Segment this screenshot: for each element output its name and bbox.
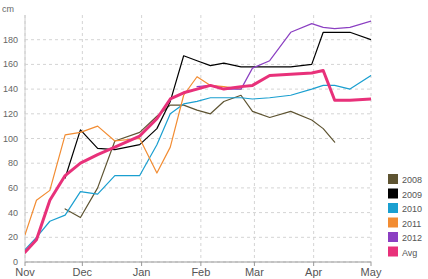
legend-label: 2010 [402,204,422,214]
series-line [65,32,371,178]
y-grid-line [25,237,371,238]
x-axis [25,262,371,263]
series-line [25,77,241,235]
legend-swatch [388,247,398,257]
series-line [25,76,371,250]
x-tick-label: Mar [245,266,264,278]
x-grid-line [82,15,83,262]
y-grid-line [25,138,371,139]
x-tick-label: Nov [15,266,35,278]
x-tick-label: Apr [305,266,322,278]
y-tick-label: 180 [3,35,18,45]
y-tick-label: 80 [8,158,18,168]
y-tick-label: 100 [3,134,18,144]
legend-swatch [388,203,398,213]
y-grid-line [25,113,371,114]
y-grid-line [25,262,371,263]
x-grid-line [25,15,26,262]
legend-swatch [388,218,398,228]
y-tick-label: 20 [8,232,18,242]
legend-label: 2012 [402,233,422,243]
legend-swatch [388,174,398,184]
series-line [25,71,371,253]
y-tick-label: 160 [3,59,18,69]
chart: 020406080100120140160180NovDecJanFebMarA… [0,0,428,279]
y-axis-label: cm [2,4,14,14]
legend-label: Avg [402,248,417,258]
y-tick-label: 60 [8,183,18,193]
y-grid-line [25,163,371,164]
y-grid-line [25,212,371,213]
x-grid-line [371,15,372,262]
x-grid-line [313,15,314,262]
y-axis [25,15,26,262]
legend-label: 2011 [402,219,421,229]
series-line [197,21,371,89]
x-tick-label: Jan [133,266,151,278]
series-line [65,95,335,217]
lines [25,21,371,252]
x-grid-line [254,15,255,262]
x-tick-label: Dec [73,266,93,278]
legend-swatch [388,232,398,242]
x-grid-line [141,15,142,262]
y-tick-label: 40 [8,208,18,218]
x-tick-label: May [361,266,382,278]
legend-label: 2009 [402,190,422,200]
x-tick-label: Feb [191,266,210,278]
y-grid-line [25,39,371,40]
y-tick-label: 140 [3,84,18,94]
y-grid-line [25,64,371,65]
legend-swatch [388,189,398,199]
y-grid-line [25,187,371,188]
x-grid-line [200,15,201,262]
legend-label: 2008 [402,175,422,185]
y-tick-label: 120 [3,109,18,119]
